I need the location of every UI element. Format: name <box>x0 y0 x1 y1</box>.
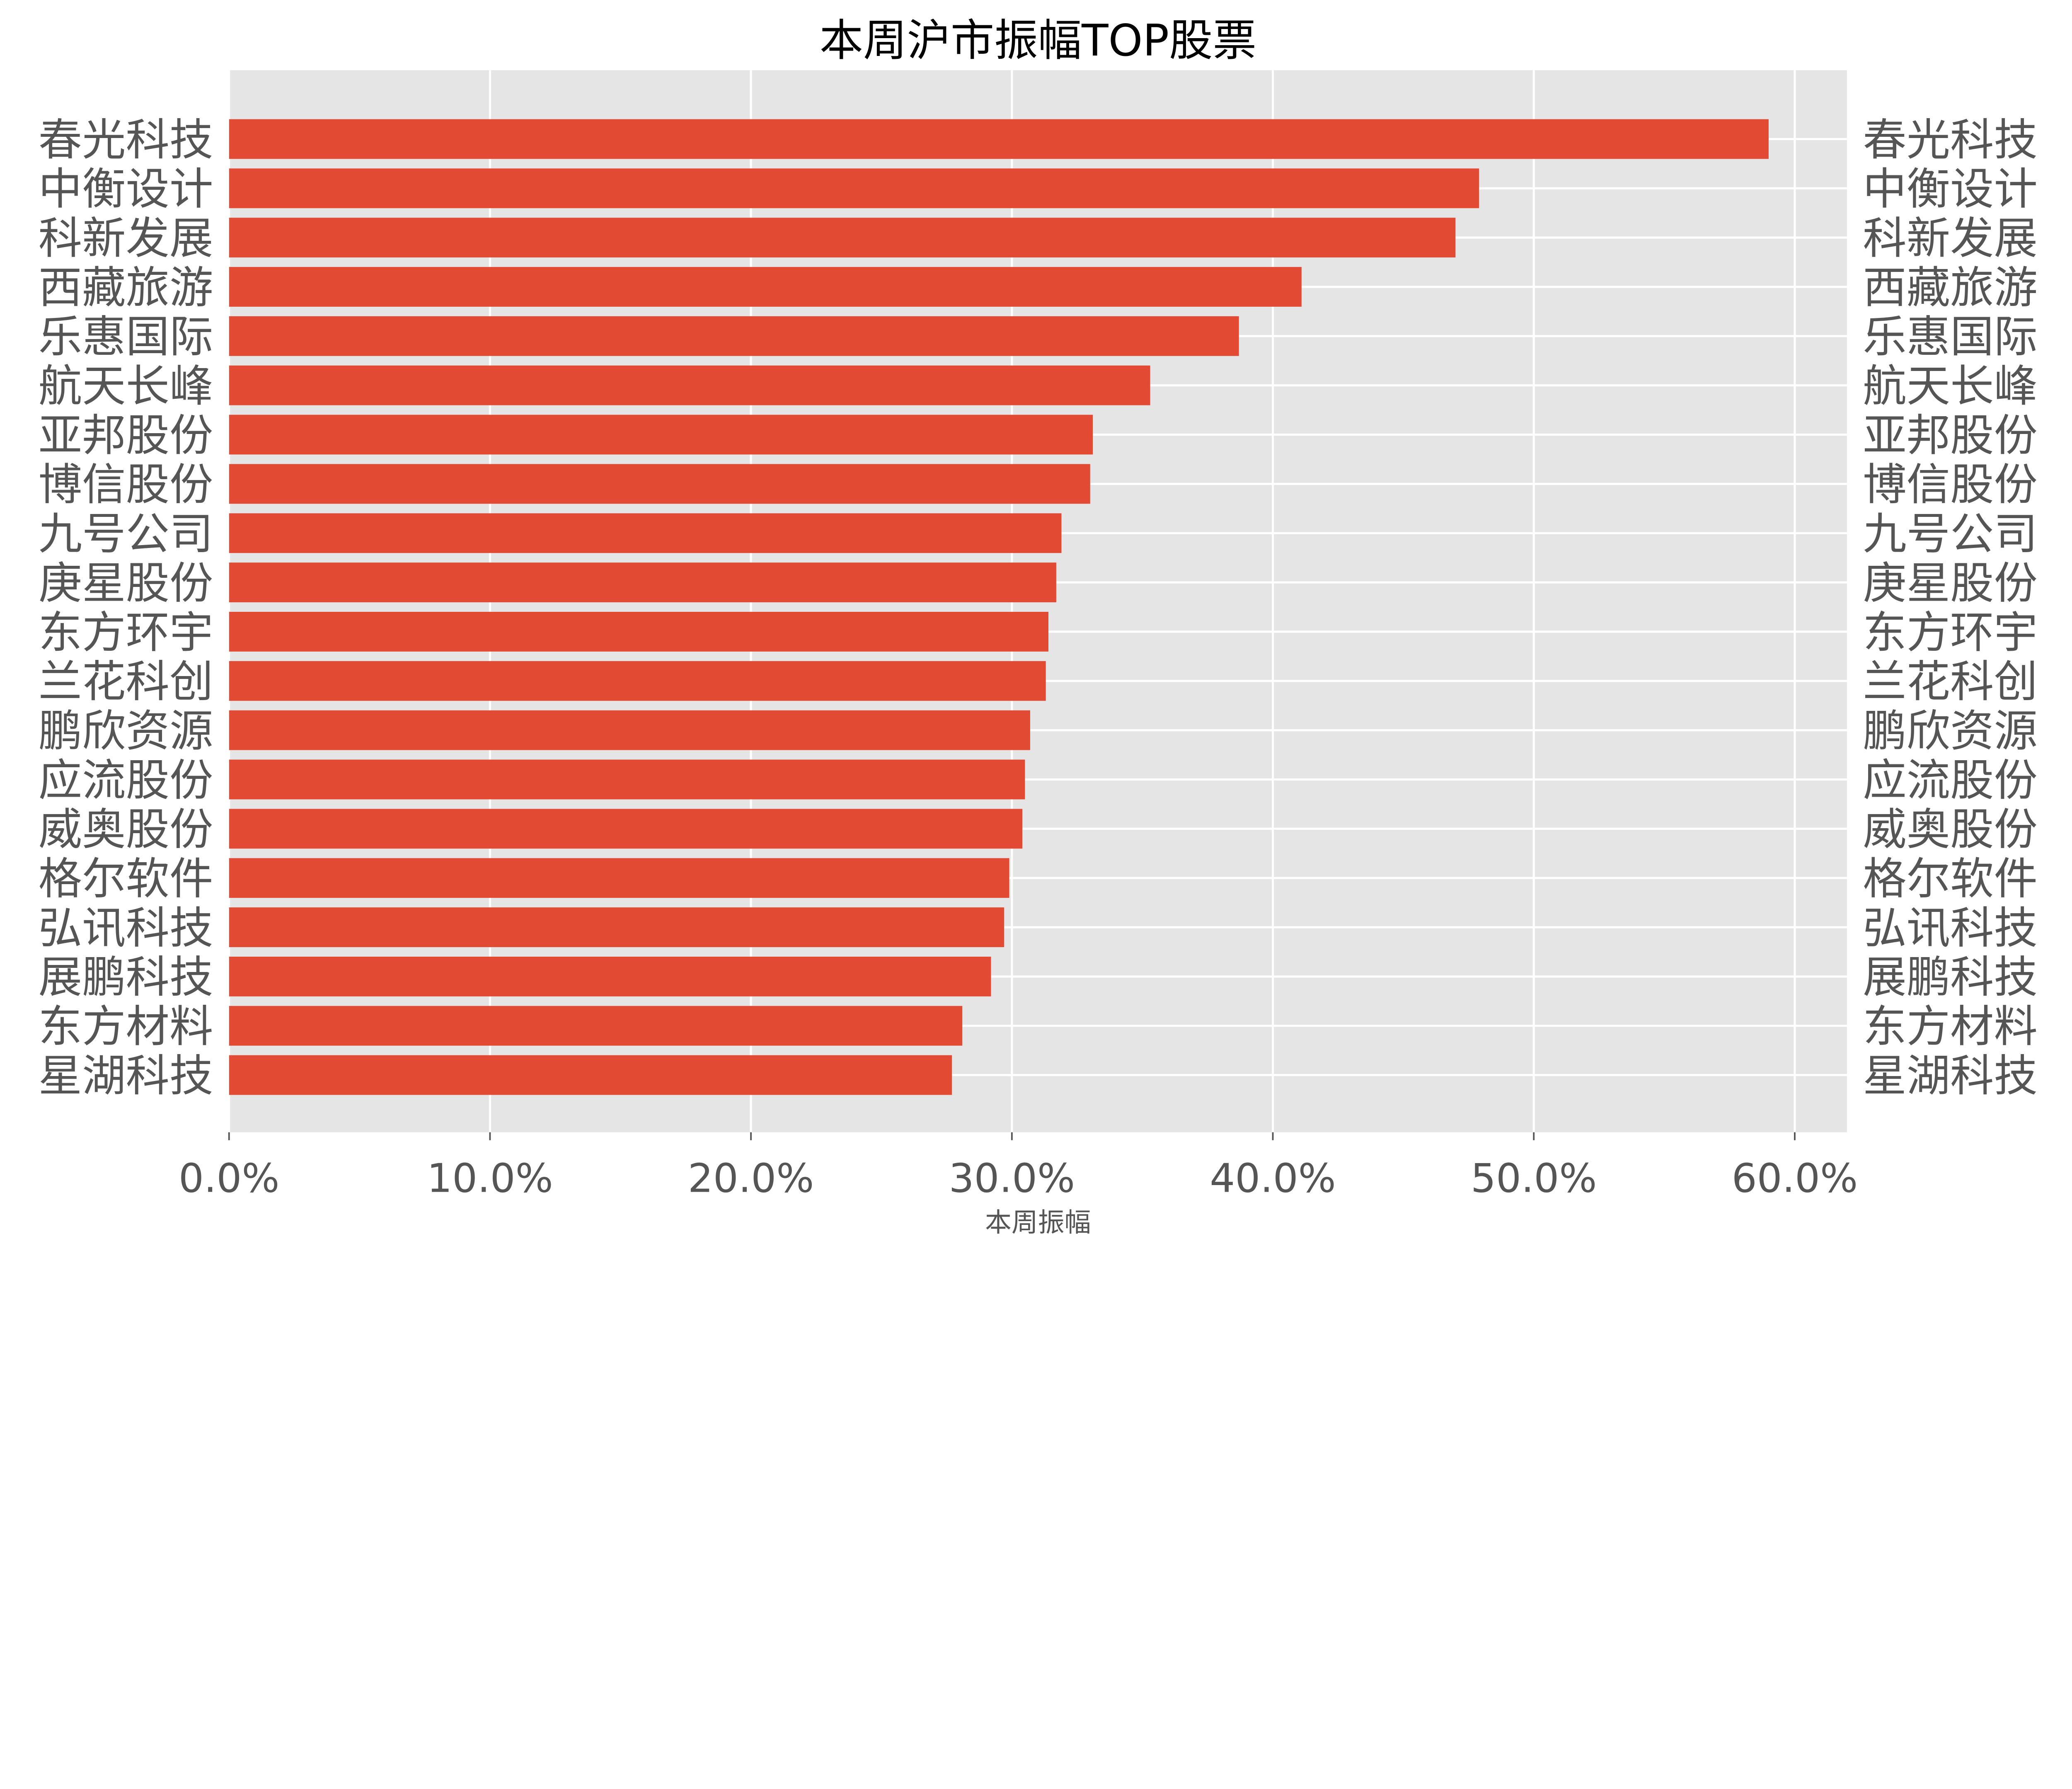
bar <box>229 316 1239 356</box>
y-tick-label-right: 航天长峰 <box>1863 361 2038 412</box>
y-tick-label-right: 九号公司 <box>1863 509 2038 560</box>
x-tick-label: 30.0% <box>949 1155 1075 1201</box>
bar <box>229 218 1456 258</box>
x-tick-label: 0.0% <box>179 1155 279 1201</box>
x-ticks: 0.0% 10.0% 20.0% 30.0% 40.0% 50.0% 60.0% <box>179 1132 1858 1201</box>
y-tick-label-right: 威奥股份 <box>1863 804 2038 855</box>
y-tick-label-right: 博信股份 <box>1863 459 2038 510</box>
x-tick-label: 60.0% <box>1732 1155 1858 1201</box>
y-tick-label-right: 庚星股份 <box>1863 558 2038 608</box>
y-tick-label-left: 九号公司 <box>39 509 213 560</box>
y-tick-label-right: 春光科技 <box>1863 114 2038 165</box>
y-tick-label-right: 格尔软件 <box>1863 853 2038 904</box>
y-tick-label-left: 东方环宇 <box>39 607 213 658</box>
y-tick-label-left: 亚邦股份 <box>39 410 213 461</box>
y-tick-label-left: 乐惠国际 <box>39 311 213 362</box>
y-tick-label-right: 弘讯科技 <box>1863 902 2038 953</box>
y-tick-label-left: 东方材料 <box>39 1001 213 1052</box>
y-tick-label-right: 亚邦股份 <box>1863 410 2038 461</box>
bar <box>229 907 1004 947</box>
bar <box>229 612 1048 652</box>
y-tick-label-right: 科新发展 <box>1863 213 2038 264</box>
y-tick-label-right: 鹏欣资源 <box>1863 705 2038 756</box>
bar <box>229 119 1769 159</box>
y-tick-label-left: 科新发展 <box>39 213 213 264</box>
y-tick-label-right: 展鹏科技 <box>1863 952 2038 1003</box>
bar <box>229 365 1150 405</box>
x-axis-label: 本周振幅 <box>985 1207 1091 1238</box>
x-tick-label: 10.0% <box>427 1155 553 1201</box>
y-tick-label-right: 星湖科技 <box>1863 1050 2038 1101</box>
y-tick-label-left: 春光科技 <box>39 114 213 165</box>
y-tick-label-left: 应流股份 <box>39 755 213 806</box>
bar <box>229 710 1030 750</box>
y-tick-label-right: 应流股份 <box>1863 755 2038 806</box>
y-tick-label-left: 中衡设计 <box>39 164 213 215</box>
y-tick-label-left: 鹏欣资源 <box>39 705 213 756</box>
x-tick-label: 50.0% <box>1471 1155 1597 1201</box>
x-tick-label: 20.0% <box>688 1155 814 1201</box>
y-tick-label-left: 展鹏科技 <box>39 952 213 1003</box>
bar <box>229 464 1090 504</box>
y-tick-label-left: 星湖科技 <box>39 1050 213 1101</box>
bar <box>229 661 1046 701</box>
y-tick-label-right: 东方环宇 <box>1863 607 2038 658</box>
y-tick-label-left: 格尔软件 <box>39 853 213 904</box>
bars <box>229 119 1769 1095</box>
y-tick-label-left: 威奥股份 <box>39 804 213 855</box>
y-tick-label-right: 乐惠国际 <box>1863 311 2038 362</box>
x-tick-label: 40.0% <box>1210 1155 1336 1201</box>
bar <box>229 267 1302 307</box>
y-tick-label-left: 兰花科创 <box>39 656 213 707</box>
bar <box>229 956 991 996</box>
y-tick-label-right: 兰花科创 <box>1863 656 2038 707</box>
bar <box>229 168 1479 208</box>
bar <box>229 513 1062 553</box>
y-tick-label-left: 航天长峰 <box>39 361 213 412</box>
y-tick-label-left: 西藏旅游 <box>39 262 213 313</box>
bar <box>229 809 1023 849</box>
y-tick-label-right: 中衡设计 <box>1863 164 2038 215</box>
bar <box>229 858 1009 898</box>
chart-title: 本周沪市振幅TOP股票 <box>820 15 1256 66</box>
y-tick-label-left: 庚星股份 <box>39 558 213 608</box>
y-tick-label-left: 弘讯科技 <box>39 902 213 953</box>
bar <box>229 1006 963 1046</box>
bar <box>229 415 1093 455</box>
y-tick-label-right: 东方材料 <box>1863 1001 2038 1052</box>
bar <box>229 759 1025 800</box>
bar <box>229 562 1056 603</box>
bar <box>229 1055 952 1095</box>
y-tick-label-left: 博信股份 <box>39 459 213 510</box>
y-tick-label-right: 西藏旅游 <box>1863 262 2038 313</box>
